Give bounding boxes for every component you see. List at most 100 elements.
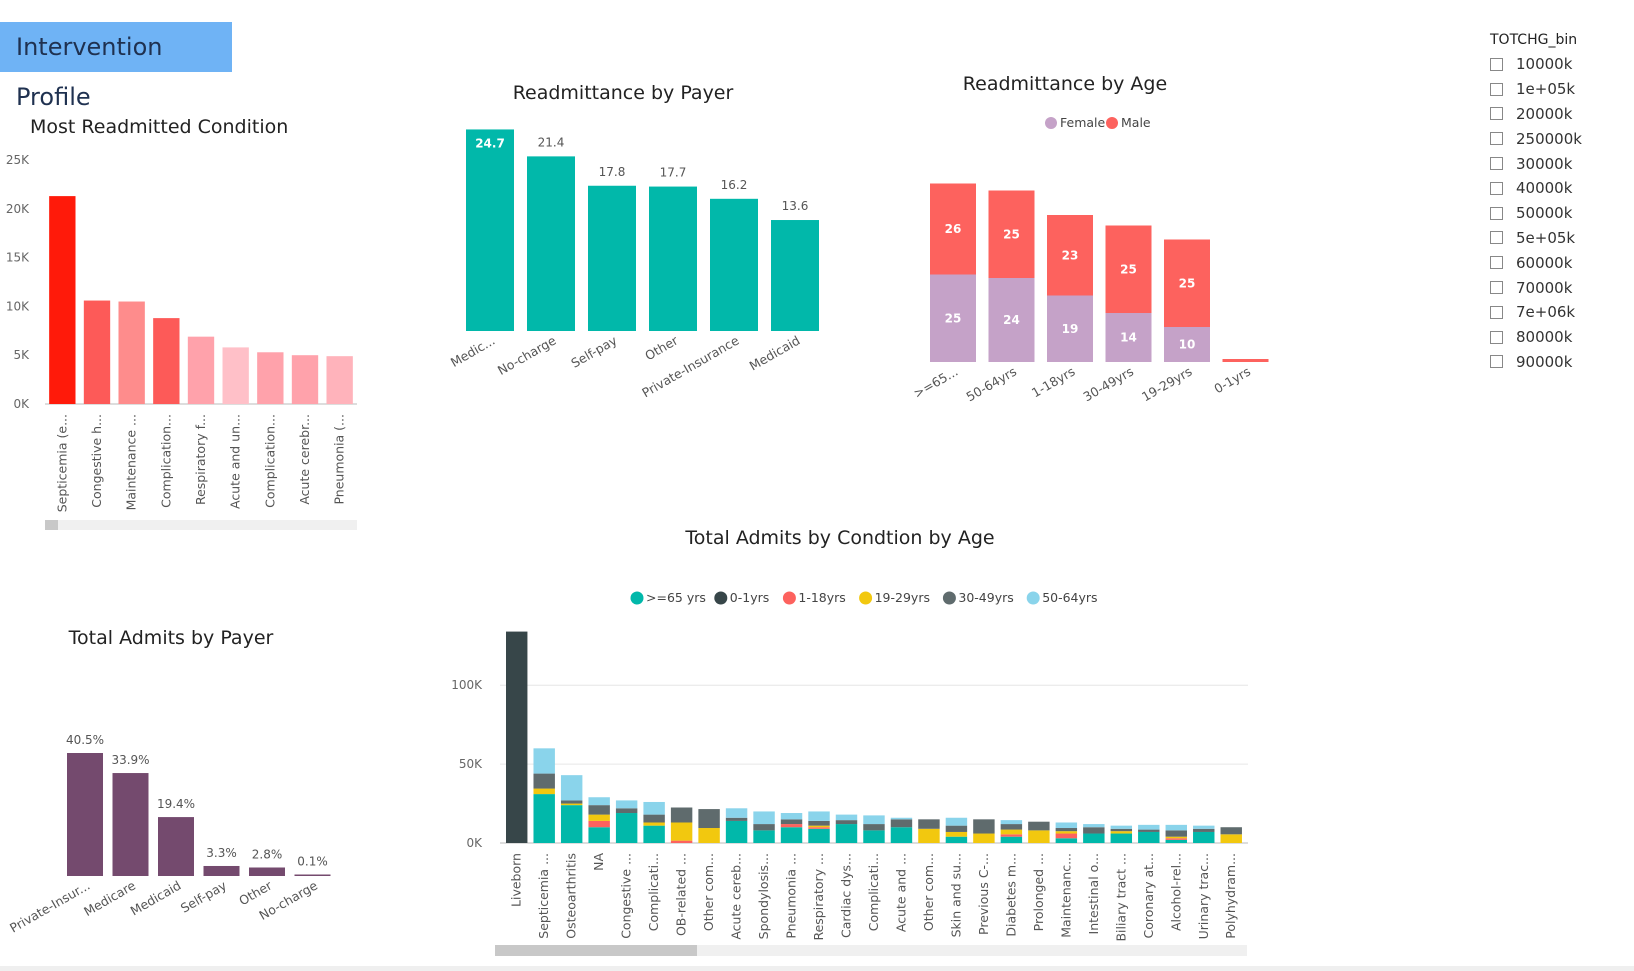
bar-segment[interactable] bbox=[753, 830, 775, 843]
bar-male[interactable] bbox=[1047, 215, 1093, 296]
bar-segment[interactable] bbox=[1193, 825, 1215, 829]
bar-segment[interactable] bbox=[780, 819, 803, 825]
bar-segment[interactable] bbox=[1138, 824, 1160, 830]
bar-segment[interactable] bbox=[945, 831, 968, 837]
checkbox-icon[interactable] bbox=[1490, 157, 1503, 171]
bar-segment[interactable] bbox=[1138, 831, 1160, 843]
bar-male[interactable] bbox=[1222, 359, 1269, 362]
scrollbar-thumb[interactable] bbox=[495, 945, 697, 956]
bar-segment[interactable] bbox=[1138, 829, 1160, 832]
bar-segment[interactable] bbox=[1165, 824, 1187, 831]
bar-segment[interactable] bbox=[973, 833, 995, 843]
bar-segment[interactable] bbox=[1028, 821, 1050, 831]
bar-segment[interactable] bbox=[615, 808, 638, 814]
slicer-item[interactable]: 50000k bbox=[1490, 201, 1610, 226]
bar[interactable] bbox=[49, 196, 76, 404]
bar-segment[interactable] bbox=[1055, 822, 1078, 829]
bar-female[interactable] bbox=[1047, 295, 1093, 363]
bar[interactable] bbox=[291, 355, 319, 404]
checkbox-icon[interactable] bbox=[1490, 132, 1503, 146]
bar-segment[interactable] bbox=[808, 828, 830, 843]
bar[interactable] bbox=[222, 347, 249, 404]
bar-segment[interactable] bbox=[643, 814, 665, 823]
slicer-item[interactable]: 5e+05k bbox=[1490, 226, 1610, 251]
bar-female[interactable] bbox=[1164, 327, 1210, 362]
bar[interactable] bbox=[257, 352, 284, 404]
bar-segment[interactable] bbox=[753, 824, 775, 831]
bar-segment[interactable] bbox=[533, 748, 555, 774]
bar-segment[interactable] bbox=[1055, 838, 1078, 843]
bar-male[interactable] bbox=[988, 190, 1035, 279]
bar-segment[interactable] bbox=[918, 828, 940, 843]
checkbox-icon[interactable] bbox=[1490, 181, 1503, 195]
slicer-item[interactable]: 80000k bbox=[1490, 325, 1610, 350]
bar-segment[interactable] bbox=[560, 775, 583, 801]
bar-segment[interactable] bbox=[1055, 828, 1078, 832]
bar-segment[interactable] bbox=[560, 800, 583, 804]
bar-segment[interactable] bbox=[1220, 827, 1242, 835]
bar-segment[interactable] bbox=[1000, 824, 1023, 830]
slicer-item[interactable]: 70000k bbox=[1490, 275, 1610, 300]
bar-segment[interactable] bbox=[670, 840, 693, 843]
bar-segment[interactable] bbox=[1028, 830, 1050, 843]
checkbox-icon[interactable] bbox=[1490, 355, 1503, 369]
bar-segment[interactable] bbox=[615, 813, 638, 843]
bar-segment[interactable] bbox=[588, 814, 610, 821]
checkbox-icon[interactable] bbox=[1490, 231, 1503, 245]
bar[interactable] bbox=[588, 185, 636, 331]
bar[interactable] bbox=[203, 865, 240, 876]
bar-segment[interactable] bbox=[725, 808, 748, 818]
bar-segment[interactable] bbox=[533, 794, 555, 843]
bar-segment[interactable] bbox=[1000, 820, 1023, 825]
bar-female[interactable] bbox=[930, 274, 976, 363]
bar-segment[interactable] bbox=[725, 817, 748, 821]
bar-segment[interactable] bbox=[780, 824, 803, 828]
bar[interactable] bbox=[249, 867, 285, 876]
bar-segment[interactable] bbox=[1193, 828, 1215, 832]
bar[interactable] bbox=[118, 301, 145, 404]
bar-segment[interactable] bbox=[560, 805, 583, 843]
bar-segment[interactable] bbox=[643, 822, 665, 826]
checkbox-icon[interactable] bbox=[1490, 330, 1503, 344]
bar-segment[interactable] bbox=[1000, 834, 1023, 837]
bar-segment[interactable] bbox=[670, 822, 693, 841]
bar-segment[interactable] bbox=[945, 817, 968, 826]
scrollbar-track[interactable] bbox=[495, 945, 1247, 956]
bar-segment[interactable] bbox=[1110, 828, 1133, 832]
bar-segment[interactable] bbox=[890, 817, 913, 820]
bar-segment[interactable] bbox=[615, 800, 638, 809]
bar[interactable] bbox=[112, 773, 149, 876]
bar-segment[interactable] bbox=[863, 830, 885, 843]
bar-segment[interactable] bbox=[506, 631, 528, 843]
bar-segment[interactable] bbox=[835, 824, 858, 843]
bar-segment[interactable] bbox=[1083, 824, 1105, 828]
bar-male[interactable] bbox=[1105, 225, 1152, 314]
bar-segment[interactable] bbox=[808, 820, 830, 826]
bar[interactable] bbox=[466, 129, 514, 331]
checkbox-icon[interactable] bbox=[1490, 57, 1503, 71]
slicer-item[interactable]: 10000k bbox=[1490, 52, 1610, 77]
bar-segment[interactable] bbox=[588, 805, 610, 815]
bar-segment[interactable] bbox=[698, 809, 720, 829]
bar[interactable] bbox=[649, 186, 697, 331]
bar-segment[interactable] bbox=[533, 773, 555, 789]
bar-segment[interactable] bbox=[588, 820, 610, 828]
bar-segment[interactable] bbox=[643, 801, 665, 815]
bar-segment[interactable] bbox=[1220, 834, 1242, 843]
bar-male[interactable] bbox=[930, 183, 976, 275]
slicer-item[interactable]: 20000k bbox=[1490, 102, 1610, 127]
slicer-item[interactable]: 7e+06k bbox=[1490, 300, 1610, 325]
bar-segment[interactable] bbox=[780, 813, 803, 820]
bar[interactable] bbox=[710, 198, 758, 331]
slicer-item[interactable]: 40000k bbox=[1490, 176, 1610, 201]
bar-segment[interactable] bbox=[1000, 836, 1023, 843]
checkbox-icon[interactable] bbox=[1490, 206, 1503, 220]
checkbox-icon[interactable] bbox=[1490, 305, 1503, 319]
bar-segment[interactable] bbox=[780, 827, 803, 843]
bar-segment[interactable] bbox=[698, 828, 720, 843]
bar-female[interactable] bbox=[988, 278, 1035, 362]
bar-segment[interactable] bbox=[753, 811, 775, 825]
bar-segment[interactable] bbox=[533, 788, 555, 795]
bar-segment[interactable] bbox=[670, 807, 693, 823]
slicer-item[interactable]: 30000k bbox=[1490, 151, 1610, 176]
